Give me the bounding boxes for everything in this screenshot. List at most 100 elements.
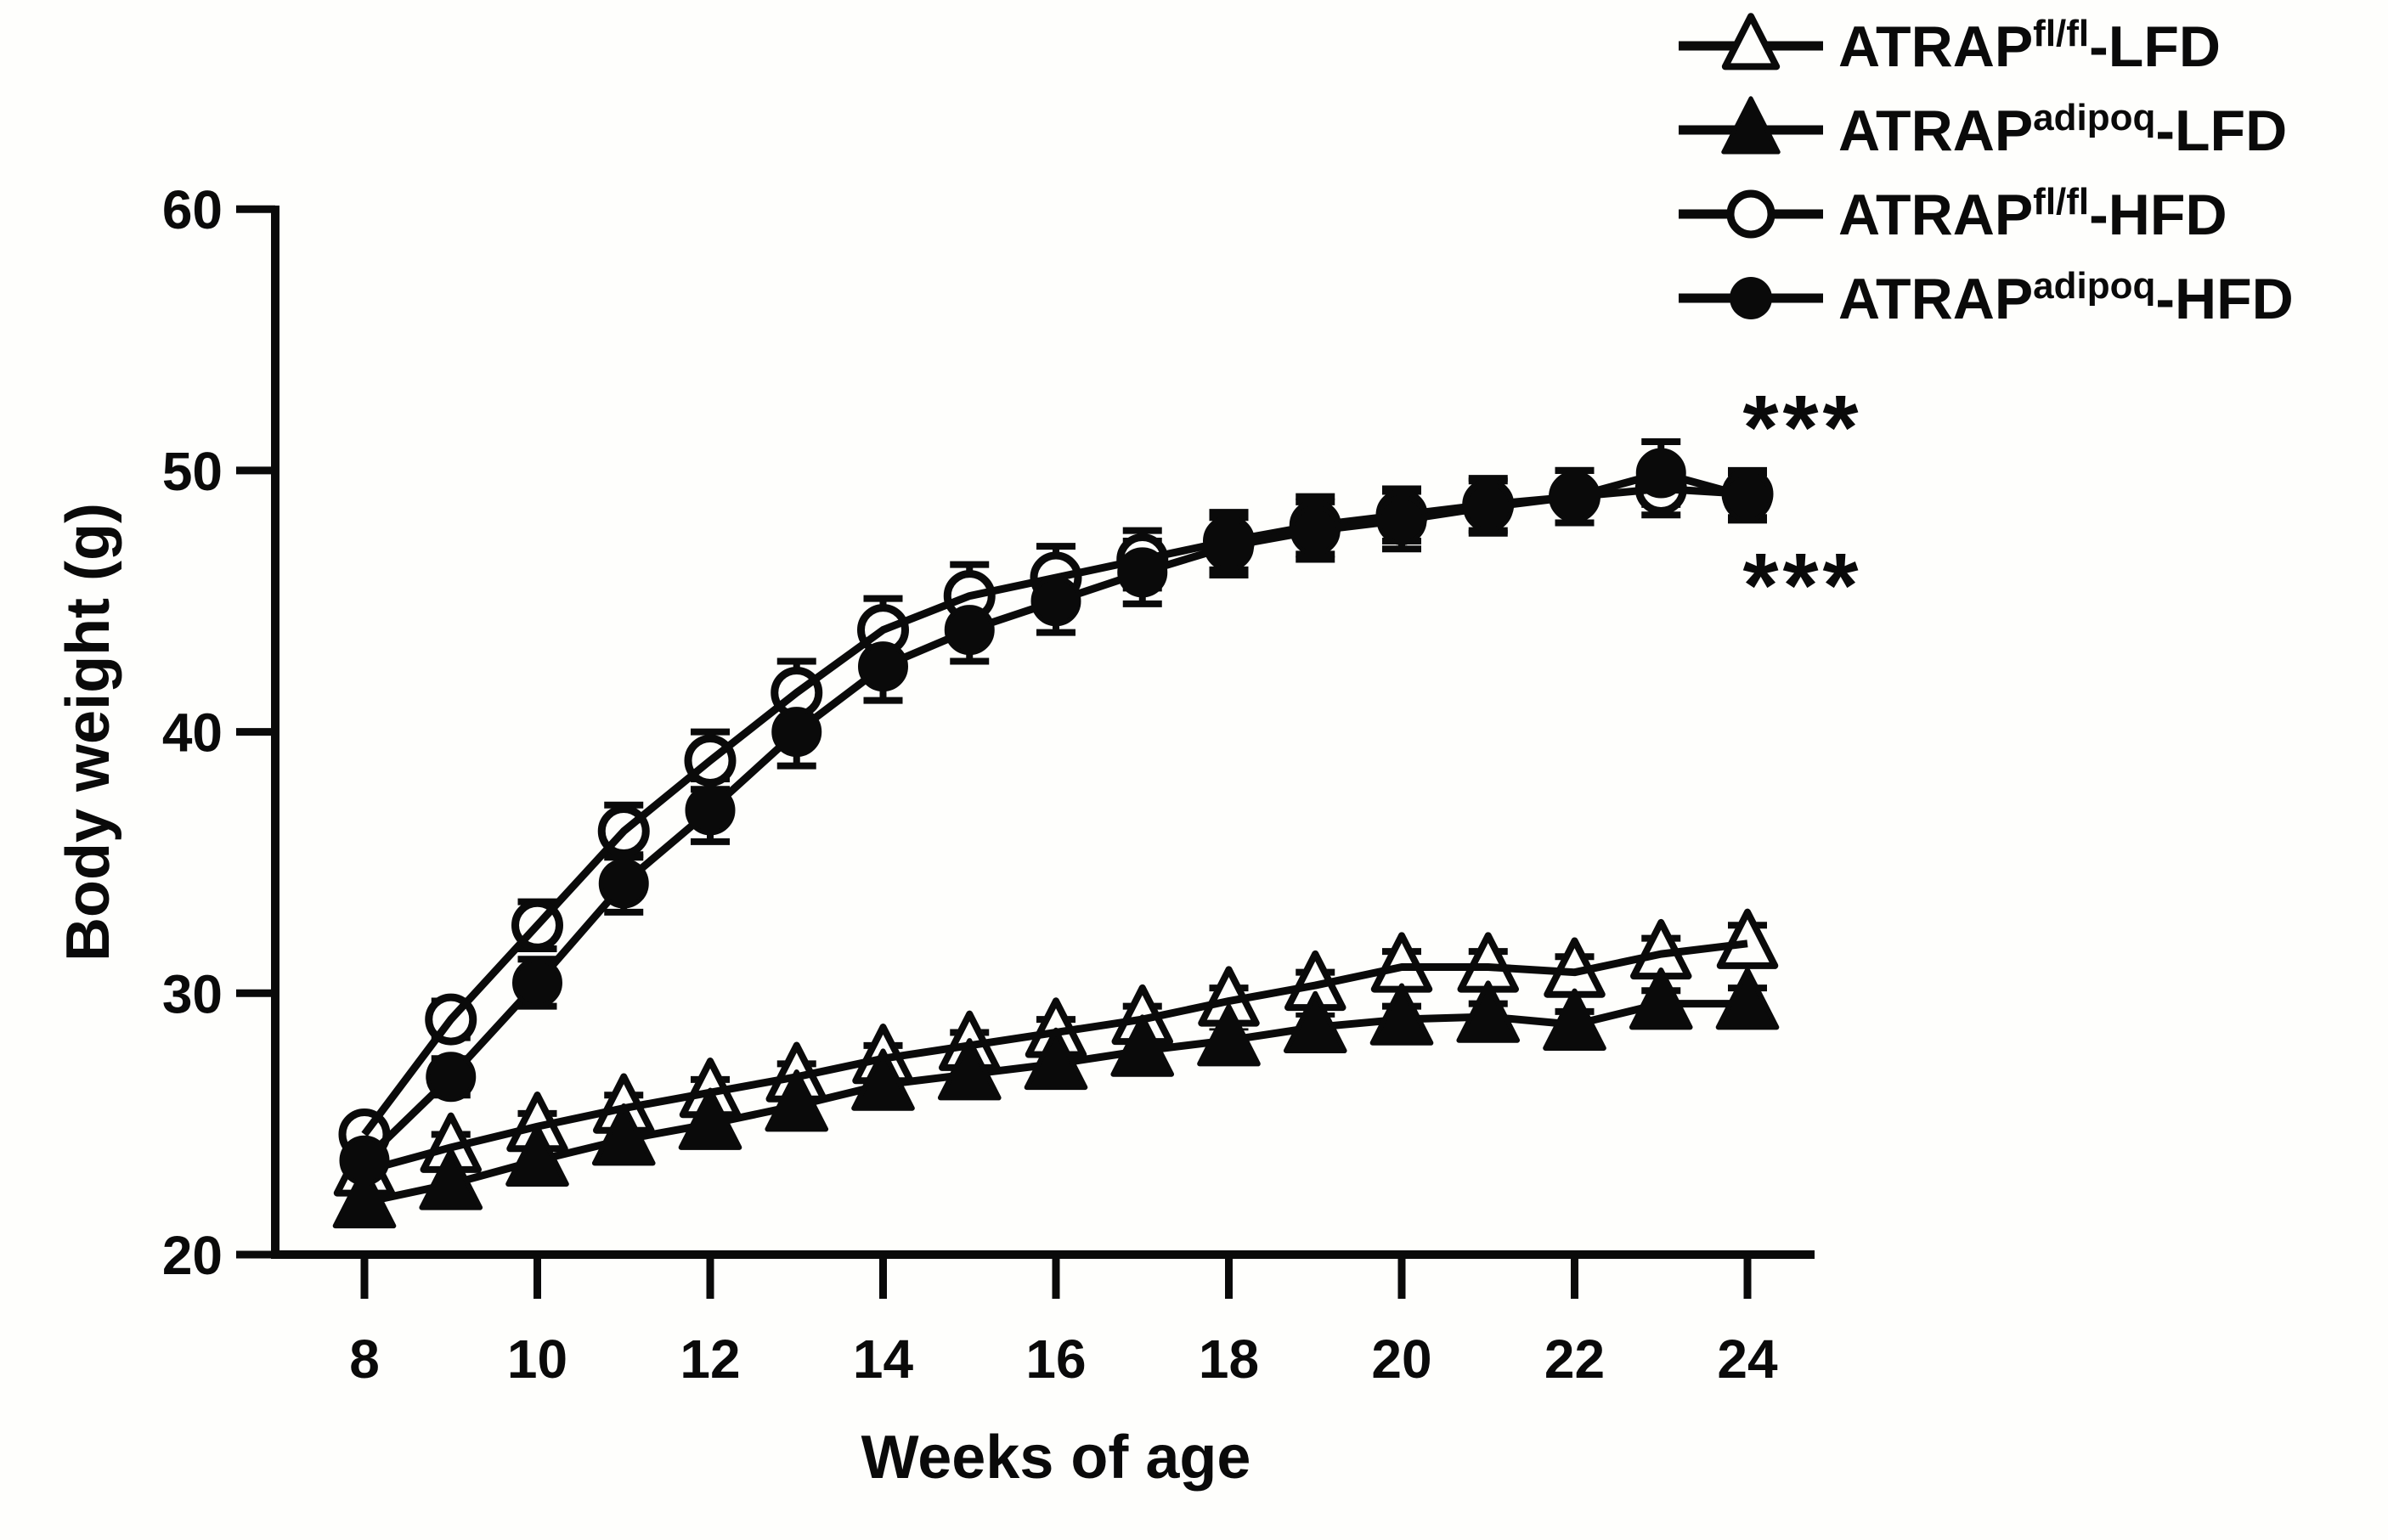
x-tick-label: 20: [1371, 1328, 1431, 1390]
y-tick-label: 50: [162, 441, 223, 502]
marker-blank: [1194, 962, 1263, 1029]
x-tick-label: 22: [1544, 1328, 1605, 1390]
marker-triangle-filled: [1456, 980, 1521, 1043]
legend-marker-circle-open-icon: [1675, 173, 1826, 255]
marker-circle-filled: [339, 1135, 390, 1186]
legend-label-sup: fl/fl: [2033, 13, 2090, 54]
legend-item-adipoq-lfd: ATRAPadipoq-LFD: [1675, 87, 2294, 172]
legend-label-suffix: -HFD: [2155, 267, 2294, 331]
legend-label-sup: adipoq: [2033, 97, 2156, 138]
legend-label-base: ATRAP: [1838, 99, 2034, 163]
legend-label-sup: adipoq: [2033, 265, 2156, 307]
axes: 20 30 40 50 60 8 10 12 14 16 18 20 22 24: [162, 179, 1815, 1390]
legend-item-flfl-lfd: ATRAPfl/fl-LFD: [1675, 3, 2294, 87]
marker-circle-filled: [426, 1052, 477, 1103]
marker-blank: [1454, 928, 1522, 995]
marker-circle-filled: [598, 858, 649, 909]
marker-triangle-filled: [1024, 1027, 1088, 1091]
marker-blank: [1368, 928, 1436, 995]
legend-label-suffix: -LFD: [2155, 99, 2288, 163]
marker-circle-filled: [1290, 505, 1341, 556]
marker-triangle-filled: [937, 1038, 1002, 1101]
marker-blank: [1627, 915, 1695, 982]
marker-triangle-filled: [1197, 1004, 1261, 1067]
x-tick-label: 18: [1199, 1328, 1259, 1390]
plot-series: [330, 438, 1781, 1229]
y-tick-label: 60: [162, 179, 223, 240]
legend-label: ATRAPfl/fl-LFD: [1838, 15, 2221, 76]
marker-triangle-filled: [678, 1087, 742, 1150]
marker-triangle-filled: [591, 1103, 656, 1166]
y-tick-label: 40: [162, 702, 223, 764]
marker-blank: [590, 1069, 658, 1136]
marker-triangle-filled: [1369, 983, 1434, 1046]
marker-circle-filled: [1376, 494, 1427, 545]
marker-triangle-filled: [1110, 1014, 1175, 1077]
marker-circle-filled: [685, 785, 736, 836]
marker-triangle-open: [1716, 908, 1779, 969]
legend-label-base: ATRAP: [1838, 267, 2034, 331]
marker-circle-filled: [1635, 448, 1686, 499]
marker-blank: [1281, 946, 1349, 1013]
marker-circle-open: [597, 805, 650, 858]
marker-circle-filled: [1463, 482, 1514, 533]
marker-triangle-filled: [505, 1124, 569, 1187]
x-tick-label: 16: [1025, 1328, 1086, 1390]
marker-circle-filled: [1117, 547, 1168, 598]
legend-label: ATRAPadipoq-LFD: [1838, 97, 2288, 163]
legend: ATRAPfl/fl-LFD ATRAPadipoq-LFD ATRAPfl/f…: [1675, 3, 2294, 340]
legend-item-adipoq-hfd: ATRAPadipoq-HFD: [1675, 256, 2294, 340]
legend-item-flfl-hfd: ATRAPfl/fl-HFD: [1675, 172, 2294, 256]
x-tick-label: 14: [853, 1328, 914, 1390]
y-axis-title: Body weight (g): [54, 503, 122, 962]
legend-marker-circle-filled-icon: [1675, 257, 1826, 339]
legend-circle-open: [1726, 189, 1775, 238]
y-tick-label: 20: [162, 1225, 223, 1286]
marker-circle-open: [511, 899, 563, 951]
marker-triangle-filled: [851, 1048, 915, 1111]
marker-circle-filled: [1722, 471, 1773, 522]
marker-blank: [1109, 980, 1177, 1046]
marker-triangle-filled: [1715, 967, 1780, 1030]
x-tick-label: 10: [507, 1328, 567, 1390]
legend-triangle-filled: [1721, 95, 1781, 155]
marker-triangle-filled: [1629, 967, 1693, 1030]
y-tick-label: 30: [162, 963, 223, 1024]
marker-blank: [417, 1108, 485, 1175]
marker-circle-filled: [858, 641, 908, 692]
marker-blank: [676, 1053, 744, 1120]
legend-label-suffix: -HFD: [2089, 183, 2227, 247]
x-tick-label: 12: [680, 1328, 740, 1390]
legend-triangle-open: [1721, 12, 1781, 70]
marker-blank: [503, 1087, 572, 1154]
marker-triangle-filled: [765, 1069, 829, 1132]
x-axis-title: Weeks of age: [861, 1424, 1251, 1492]
legend-label: ATRAPadipoq-HFD: [1838, 265, 2294, 331]
x-tick-label: 24: [1717, 1328, 1778, 1390]
legend-label-suffix: -LFD: [2089, 14, 2221, 79]
legend-marker-triangle-filled-icon: [1675, 89, 1826, 171]
marker-circle-open: [684, 734, 737, 787]
marker-circle-filled: [1030, 576, 1081, 627]
marker-blank: [1713, 905, 1781, 971]
marker-triangle-filled: [332, 1165, 397, 1229]
marker-circle-filled: [512, 957, 562, 1008]
marker-circle-filled: [771, 707, 822, 758]
legend-label-sup: fl/fl: [2033, 181, 2090, 223]
marker-triangle-filled: [419, 1148, 483, 1210]
legend-label-base: ATRAP: [1838, 14, 2034, 79]
legend-circle-filled: [1730, 276, 1772, 319]
marker-blank: [1022, 993, 1090, 1060]
legend-label-base: ATRAP: [1838, 183, 2034, 247]
x-tick-label: 8: [349, 1328, 380, 1390]
marker-circle-open: [425, 993, 477, 1046]
marker-blank: [1540, 934, 1609, 1000]
significance-stars-lower: ***: [1742, 533, 1862, 636]
legend-marker-triangle-open-icon: [1675, 5, 1826, 87]
marker-circle-filled: [1550, 471, 1600, 522]
marker-circle-filled: [1204, 521, 1254, 572]
marker-triangle-filled: [1543, 988, 1606, 1051]
marker-circle-filled: [944, 605, 995, 656]
